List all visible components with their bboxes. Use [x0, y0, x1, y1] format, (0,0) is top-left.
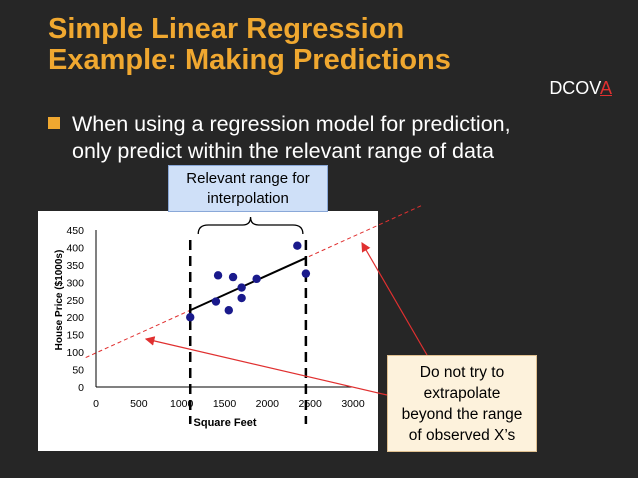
y-tick-label: 150: [66, 330, 84, 342]
y-tick-label: 250: [66, 295, 84, 307]
callout-extrap-line-4: of observed X’s: [408, 427, 516, 444]
title-line-2: Example: Making Predictions: [48, 44, 451, 76]
tag-prefix: DCOV: [549, 78, 600, 98]
tag-highlight: A: [599, 78, 612, 98]
title-line-1: Simple Linear Regression: [48, 13, 405, 45]
bullet-square-icon: [48, 117, 60, 129]
x-tick-label: 1000: [170, 398, 194, 410]
x-axis-label: Square Feet: [194, 417, 257, 429]
dcova-tag: DCOVA: [549, 78, 612, 99]
y-tick-label: 350: [66, 260, 84, 272]
callout-range-line-2: interpolation: [207, 190, 289, 207]
arrow-left-extrapolation: [144, 336, 388, 396]
slide-title: Simple Linear Regression Example: Making…: [48, 14, 451, 76]
chart-ticks: 0 500 1000 1500 2000 2500 3000 0 50 100 150 200 250 3…: [66, 225, 364, 410]
x-tick-label: 1500: [213, 398, 237, 410]
callout-extrap-line-3: beyond the range: [401, 406, 523, 423]
extrapolation-callout: Do not try to extrapolate beyond the ran…: [387, 355, 537, 452]
y-tick-label: 400: [66, 242, 84, 254]
bullet-line-1: When using a regression model for predic…: [72, 112, 511, 136]
x-tick-label: 2500: [298, 398, 322, 410]
x-tick-label: 3000: [341, 398, 365, 410]
x-tick-label: 0: [93, 398, 99, 410]
relevant-range-callout: Relevant range for interpolation: [168, 165, 328, 212]
data-point: [237, 283, 246, 292]
callout-extrap-line-1: Do not try to: [419, 364, 505, 381]
y-tick-label: 50: [72, 365, 84, 377]
y-tick-label: 300: [66, 277, 84, 289]
x-tick-label: 500: [130, 398, 148, 410]
chart-panel: [38, 211, 378, 451]
bullet-line-2: only predict within the relevant range o…: [72, 139, 494, 163]
data-point: [186, 313, 195, 322]
y-tick-label: 0: [78, 382, 84, 394]
y-tick-label: 200: [66, 312, 84, 324]
arrow-right-extrapolation: [361, 241, 428, 356]
chart-marks: [85, 205, 428, 424]
regression-line: [189, 257, 307, 312]
callout-extrap-line-2: extrapolate: [423, 385, 501, 402]
x-tick-label: 2000: [256, 398, 280, 410]
relevant-range-brace: [197, 216, 304, 235]
bullet-point: When using a regression model for predic…: [48, 111, 618, 165]
data-point: [293, 241, 302, 250]
y-tick-label: 100: [66, 347, 84, 359]
callout-range-line-1: Relevant range for: [186, 170, 310, 187]
data-point: [224, 306, 233, 315]
data-point: [211, 297, 221, 306]
data-point: [228, 272, 238, 282]
data-point: [213, 271, 223, 280]
y-tick-label: 450: [66, 225, 84, 237]
data-point: [252, 274, 261, 284]
y-axis-label: House Price ($1000s): [54, 250, 65, 351]
chart-axes: [95, 230, 353, 388]
data-point: [301, 269, 311, 278]
data-point: [237, 293, 246, 303]
